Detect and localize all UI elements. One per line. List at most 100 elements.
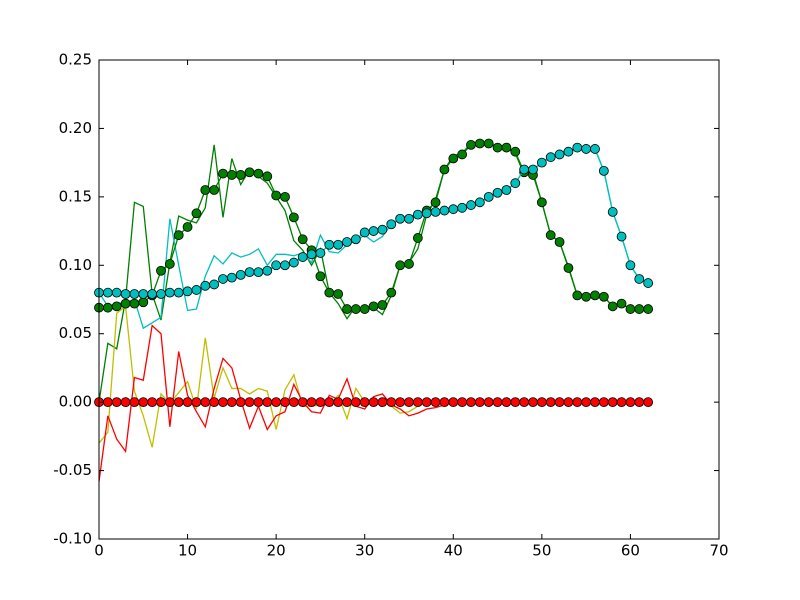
data-point <box>235 269 246 280</box>
data-point <box>359 397 370 408</box>
data-point <box>590 290 600 301</box>
data-point <box>262 265 273 276</box>
data-point <box>280 260 290 271</box>
data-point <box>102 302 113 313</box>
data-point <box>129 397 140 408</box>
data-point <box>226 170 237 180</box>
data-point <box>510 178 521 189</box>
data-point <box>483 138 494 149</box>
data-point <box>244 267 255 278</box>
data-point <box>510 397 521 408</box>
data-point <box>182 222 193 232</box>
data-point <box>492 187 503 198</box>
data-point <box>120 289 131 299</box>
data-point <box>466 200 476 210</box>
data-point <box>439 205 450 216</box>
data-point <box>510 146 521 157</box>
data-point <box>209 397 220 408</box>
data-point <box>404 259 414 269</box>
data-point <box>138 289 149 299</box>
data-point <box>102 287 113 298</box>
data-point <box>226 397 237 408</box>
data-point <box>138 297 149 308</box>
data-point <box>625 397 636 408</box>
data-point <box>271 190 282 201</box>
data-point <box>102 397 113 408</box>
x-tick-label: 70 <box>709 542 728 560</box>
plot-frame <box>98 59 720 540</box>
y-tick-label: 0.10 <box>59 256 92 274</box>
y-tick-label: 0.25 <box>59 51 92 69</box>
data-point <box>359 227 370 238</box>
data-point <box>607 397 618 408</box>
data-point <box>412 209 423 220</box>
data-point <box>536 197 547 208</box>
data-point <box>483 191 494 202</box>
data-point <box>377 397 388 408</box>
data-point <box>156 289 166 299</box>
data-point <box>634 397 645 408</box>
data-point <box>315 397 326 408</box>
data-point <box>200 185 211 195</box>
x-tick-label: 40 <box>444 542 463 560</box>
data-point <box>519 397 530 408</box>
data-point <box>395 397 406 408</box>
data-point <box>200 397 211 408</box>
data-point <box>474 138 485 149</box>
data-point <box>147 289 158 299</box>
data-point <box>457 149 468 160</box>
y-tick-label: 0.00 <box>59 393 92 411</box>
data-point <box>572 290 583 301</box>
data-point <box>129 298 140 309</box>
data-point <box>634 274 645 284</box>
data-point <box>563 397 574 408</box>
data-point <box>377 224 388 235</box>
data-point <box>262 397 273 408</box>
data-point <box>598 165 609 176</box>
data-point <box>235 397 246 408</box>
data-point <box>554 237 565 247</box>
data-point <box>457 397 468 408</box>
data-point <box>395 260 406 271</box>
data-point <box>598 397 609 408</box>
data-point <box>616 397 627 408</box>
data-point <box>235 170 246 180</box>
data-point <box>590 144 600 154</box>
data-point <box>528 397 538 408</box>
data-point <box>528 164 538 175</box>
data-point <box>545 397 556 408</box>
data-point <box>430 397 441 408</box>
data-point <box>218 168 228 179</box>
data-point <box>111 287 122 298</box>
data-point <box>581 144 592 154</box>
data-point <box>590 397 600 408</box>
data-point <box>288 212 299 223</box>
data-point <box>209 185 220 195</box>
x-tick-label: 10 <box>178 542 197 560</box>
data-point <box>412 233 423 243</box>
data-point <box>342 304 352 314</box>
data-point <box>430 197 441 208</box>
data-point <box>395 213 406 224</box>
data-point <box>324 397 335 408</box>
data-point <box>253 267 264 278</box>
data-point <box>324 239 335 250</box>
data-point <box>173 287 184 298</box>
data-point <box>350 234 361 245</box>
data-point <box>404 213 414 224</box>
y-tick-label: 0.20 <box>59 119 92 137</box>
data-point <box>218 397 228 408</box>
data-point <box>280 397 290 408</box>
data-point <box>138 397 149 408</box>
data-point <box>315 248 326 258</box>
data-point <box>554 149 565 160</box>
data-point <box>616 231 627 242</box>
data-point <box>297 234 308 245</box>
data-point <box>439 164 450 175</box>
data-point <box>448 153 459 164</box>
data-point <box>563 263 574 273</box>
data-point <box>545 152 556 163</box>
data-point <box>120 397 131 408</box>
data-point <box>616 298 627 309</box>
data-point <box>368 301 379 312</box>
